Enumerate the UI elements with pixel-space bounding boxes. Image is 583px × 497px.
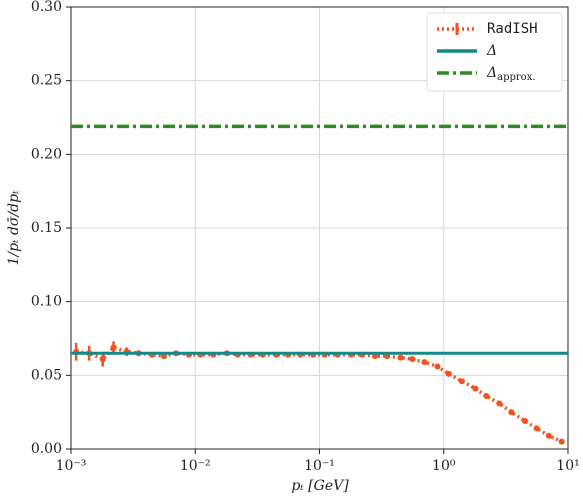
data-point: [472, 385, 479, 392]
legend-label-subscript: approx.: [497, 72, 535, 83]
x-tick-label: 10⁻³: [56, 458, 87, 474]
data-point: [445, 370, 452, 377]
legend-label: RadISH: [487, 21, 538, 37]
y-tick-label: 0.05: [31, 367, 62, 383]
data-point: [483, 392, 490, 399]
y-tick-label: 0.15: [31, 220, 62, 236]
legend-label: Δ: [486, 43, 497, 59]
x-axis-label: pₜ [GeV]: [291, 478, 349, 494]
y-tick-label: 0.00: [31, 441, 62, 457]
x-tick-label: 10⁻²: [180, 458, 211, 474]
y-tick-label: 0.20: [31, 146, 62, 162]
data-point: [99, 356, 106, 363]
legend-label-text: RadISH: [487, 21, 538, 37]
data-point: [508, 409, 515, 416]
data-point: [458, 378, 465, 385]
y-tick-label: 0.25: [31, 73, 62, 89]
data-point: [533, 425, 540, 432]
x-tick-label: 10¹: [556, 458, 579, 474]
data-point: [558, 438, 565, 445]
y-tick-label: 0.30: [31, 0, 62, 15]
data-point: [434, 363, 441, 370]
y-tick-label: 0.10: [31, 294, 62, 310]
data-point: [521, 418, 528, 425]
data-point: [421, 359, 428, 366]
data-point: [496, 400, 503, 407]
data-point: [110, 344, 117, 351]
data-point: [545, 432, 552, 439]
data-point: [397, 354, 404, 361]
legend-label-text: Δ: [486, 43, 497, 59]
x-tick-label: 10⁰: [432, 458, 456, 474]
legend-label: Δapprox.: [486, 65, 536, 83]
data-point: [409, 356, 416, 363]
plot-frame: [70, 6, 569, 450]
x-tick-label: 10⁻¹: [304, 458, 335, 474]
y-axis-label: 1/pₜ dσ̄/dpₜ: [6, 190, 22, 266]
legend-label-text: Δ: [486, 65, 497, 81]
